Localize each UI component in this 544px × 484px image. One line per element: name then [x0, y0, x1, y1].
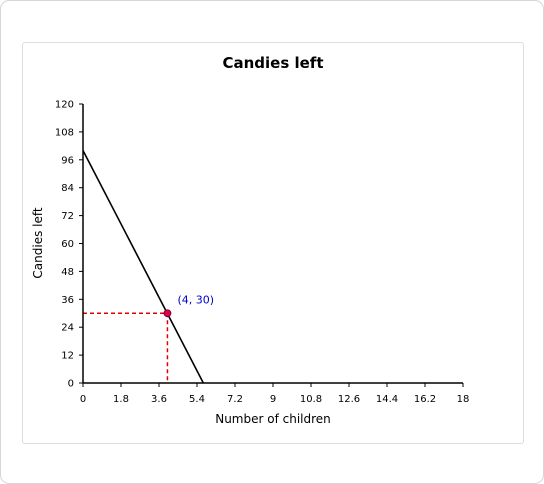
y-tick-label: 120 — [55, 100, 74, 111]
x-tick-label: 9 — [270, 394, 276, 405]
y-tick-label: 24 — [61, 323, 74, 334]
highlight-point-group: (4, 30) — [164, 293, 214, 317]
x-tick-label: 14.4 — [376, 394, 398, 405]
highlight-point-label: (4, 30) — [177, 293, 214, 306]
x-axis-ticks: 0 1.8 3.6 5.4 7.2 9 10.8 12.6 14.4 16.2 18 — [80, 383, 470, 405]
y-tick-label: 96 — [61, 155, 74, 166]
x-tick-label: 10.8 — [300, 394, 322, 405]
y-tick-label: 12 — [61, 351, 74, 362]
highlight-guides — [83, 313, 167, 383]
x-tick-label: 7.2 — [227, 394, 243, 405]
y-tick-label: 36 — [61, 295, 74, 306]
y-tick-label: 60 — [61, 239, 74, 250]
x-axis-label: Number of children — [215, 412, 331, 426]
y-tick-label: 0 — [68, 379, 74, 390]
series-group — [83, 151, 203, 384]
chart-card: Candies left 0 12 24 36 48 60 72 84 96 108 120 0 1.… — [22, 42, 524, 444]
y-axis-ticks: 0 12 24 36 48 60 72 84 96 108 120 — [55, 100, 83, 390]
chart-title: Candies left — [222, 54, 323, 72]
y-axis-label: Candies left — [31, 207, 45, 278]
y-tick-label: 84 — [61, 183, 74, 194]
x-tick-label: 16.2 — [414, 394, 436, 405]
highlight-point-marker — [164, 310, 171, 317]
x-tick-label: 12.6 — [338, 394, 360, 405]
y-tick-label: 72 — [61, 211, 74, 222]
x-tick-label: 1.8 — [113, 394, 129, 405]
x-tick-label: 18 — [457, 394, 470, 405]
series-line — [83, 151, 203, 384]
x-tick-label: 5.4 — [189, 394, 205, 405]
y-tick-label: 108 — [55, 127, 74, 138]
y-tick-label: 48 — [61, 267, 74, 278]
chart-svg: Candies left 0 12 24 36 48 60 72 84 96 108 120 0 1.… — [23, 43, 523, 443]
x-tick-label: 3.6 — [151, 394, 167, 405]
x-tick-label: 0 — [80, 394, 86, 405]
